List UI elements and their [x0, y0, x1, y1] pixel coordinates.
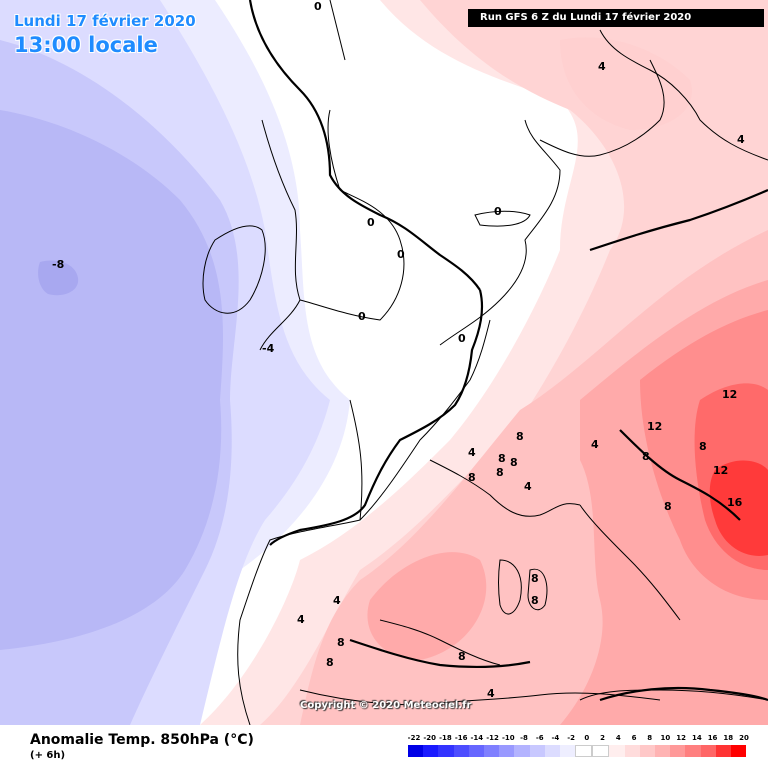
scale-swatch	[670, 745, 686, 757]
label-0-d: 0	[358, 310, 366, 323]
scale-swatch	[655, 745, 671, 757]
label-8-h: 8	[531, 572, 539, 585]
scale-swatch	[559, 745, 576, 757]
warm-anomaly-north	[560, 37, 692, 130]
scale-tick-label: -22	[407, 734, 421, 742]
label-8-d: 8	[468, 471, 476, 484]
label-0-c: 0	[397, 248, 405, 261]
scale-swatch	[639, 745, 655, 757]
scale-tick-label: -12	[486, 734, 499, 742]
scale-tick-label: 14	[691, 734, 702, 742]
label-8-j: 8	[337, 636, 345, 649]
temperature-anomaly-map: -8 -4 0 0 0 0 0 0 0 4 4 4 4 4 4 4 4 8 8 …	[0, 0, 768, 725]
scale-swatch	[685, 745, 701, 757]
scale-swatch	[715, 745, 731, 757]
scale-tick-label: 8	[647, 734, 653, 742]
scale-swatch	[408, 745, 424, 757]
label-4-h: 4	[487, 687, 495, 700]
label-minus4: -4	[262, 342, 275, 355]
scale-swatch	[592, 745, 610, 757]
label-12-b: 12	[647, 420, 662, 433]
scale-tick-label: -6	[535, 734, 544, 742]
model-run-banner: Run GFS 6 Z du Lundi 17 février 2020	[468, 9, 764, 27]
scale-tick-label: 12	[676, 734, 687, 742]
label-8-e: 8	[496, 466, 504, 479]
scale-swatch	[624, 745, 640, 757]
scale-tick-label: 6	[631, 734, 637, 742]
cold-core	[38, 260, 79, 296]
scale-swatch	[700, 745, 716, 757]
scale-tick-label: -8	[520, 734, 528, 742]
color-scale-bar	[408, 745, 747, 757]
scale-tick-label: -18	[439, 734, 452, 742]
scale-tick-label: 2	[600, 734, 605, 742]
scale-tick-label: 0	[584, 734, 590, 742]
isotherm-labels: -8 -4 0 0 0 0 0 0 0 4 4 4 4 4 4 4 4 8 8 …	[52, 0, 745, 700]
label-8-i: 8	[531, 594, 539, 607]
scale-tick-label: -4	[551, 734, 560, 742]
scale-swatch	[730, 745, 747, 757]
scale-tick-label: -2	[567, 734, 576, 742]
copyright-notice: Copyright © 2020 Meteociel.fr	[300, 700, 472, 711]
label-4-c: 4	[468, 446, 476, 459]
label-12-c: 12	[713, 464, 728, 477]
scale-swatch	[575, 745, 593, 757]
scale-tick-label: 10	[660, 734, 671, 742]
label-8-b: 8	[498, 452, 506, 465]
label-8-l: 8	[458, 650, 466, 663]
label-0-e: 0	[458, 332, 466, 345]
scale-swatch	[529, 745, 545, 757]
label-4-e: 4	[524, 480, 532, 493]
label-8-f: 8	[642, 450, 650, 463]
label-4-g: 4	[297, 613, 305, 626]
scale-tick-label: 4	[615, 734, 621, 742]
scale-tick-label: -10	[501, 734, 515, 742]
scale-swatch	[438, 745, 454, 757]
label-4-d: 4	[591, 438, 599, 451]
forecast-time: 13:00 locale	[14, 33, 158, 57]
scale-swatch	[483, 745, 500, 757]
color-scale-labels: -22 -20 -18 -16 -14 -12 -10 -8 -6 -4 -2 0 2 4 6 8 10 12 14…	[408, 734, 749, 744]
country-borders	[248, 0, 768, 702]
scale-swatch	[514, 745, 530, 757]
scale-tick-label: 20	[739, 734, 749, 742]
scale-swatch	[423, 745, 439, 757]
label-16: 16	[727, 496, 743, 509]
label-8-m: 8	[699, 440, 707, 453]
label-8-g: 8	[664, 500, 672, 513]
forecast-date: Lundi 17 février 2020	[14, 12, 196, 30]
scale-swatch	[468, 745, 484, 757]
scale-swatch	[453, 745, 469, 757]
warm-anomaly-16-core	[709, 460, 768, 556]
scale-tick-label: -20	[423, 734, 437, 742]
scale-swatch	[609, 745, 625, 757]
legend-footer: Anomalie Temp. 850hPa (°C) (+ 6h) -22 -20…	[0, 725, 768, 768]
scale-swatch	[499, 745, 515, 757]
variable-title: Anomalie Temp. 850hPa (°C)	[30, 732, 254, 748]
label-minus8: -8	[52, 258, 64, 271]
label-0-f: 0	[494, 205, 502, 218]
label-8-a: 8	[516, 430, 524, 443]
cold-anomaly-minus6-to-minus8	[0, 110, 224, 650]
label-0-b: 0	[367, 216, 375, 229]
label-8-c: 8	[510, 456, 518, 469]
lead-time: (+ 6h)	[30, 750, 66, 761]
label-4-f: 4	[333, 594, 341, 607]
scale-tick-label: 16	[707, 734, 718, 742]
label-0-a: 0	[314, 0, 322, 13]
label-4-a: 4	[598, 60, 606, 73]
scale-tick-label: -16	[454, 734, 468, 742]
label-4-b: 4	[737, 133, 745, 146]
label-12-a: 12	[722, 388, 737, 401]
label-8-k: 8	[326, 656, 334, 669]
coastlines	[202, 0, 768, 725]
scale-tick-label: -14	[470, 734, 484, 742]
scale-tick-label: 18	[723, 734, 734, 742]
scale-swatch	[544, 745, 560, 757]
